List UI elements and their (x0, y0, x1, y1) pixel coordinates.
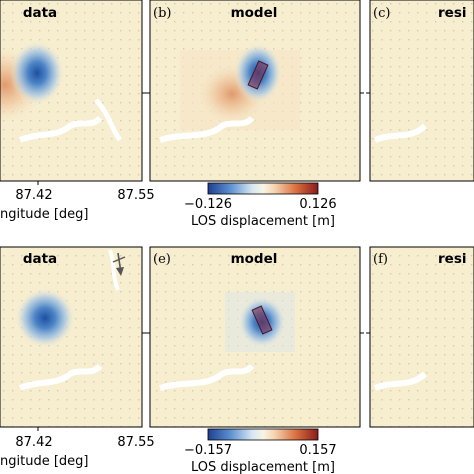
x-tick-label: 87.42 (15, 435, 52, 450)
river-gap (18, 115, 103, 143)
x-axis-label: ngitude [deg] (0, 207, 88, 222)
x-tick-label: 87.55 (117, 188, 154, 203)
panel-a (0, 0, 146, 185)
colorbar-2-label: LOS displacement [m] (191, 460, 335, 474)
colorbar-1-min: −0.126 (184, 197, 232, 212)
north-arrow-icon (112, 252, 126, 276)
panel-f-letter: (f) (373, 252, 388, 267)
colorbar-2 (207, 428, 319, 441)
x-tick-label: 87.55 (117, 435, 154, 450)
x-axis-label: ngitude [deg] (0, 454, 88, 469)
fault-patch (251, 305, 273, 335)
panel-b-title: model (231, 5, 278, 21)
colorbar-1 (207, 182, 319, 195)
panel-d-title: data (23, 251, 57, 267)
colorbar-1-label: LOS displacement [m] (191, 214, 335, 229)
panel-e-title: model (231, 251, 278, 267)
subsidence-lobe (10, 41, 64, 105)
colorbar-1-max: 0.126 (299, 197, 336, 212)
x-tick-label: 87.42 (15, 188, 52, 203)
panel-e (146, 246, 364, 428)
colorbar-2-min: −0.157 (184, 443, 232, 458)
panel-c-title: resi (438, 5, 466, 21)
panel-b (146, 0, 364, 182)
colorbar-2-max: 0.157 (299, 443, 336, 458)
panel-a-title: data (23, 5, 57, 21)
panel-f-title: resi (438, 251, 466, 267)
panel-b-letter: (b) (153, 6, 171, 21)
fault-patch (247, 60, 269, 90)
panel-c-letter: (c) (373, 6, 390, 21)
panel-c (366, 0, 474, 182)
panel-f (366, 246, 474, 428)
panel-e-letter: (e) (153, 252, 171, 267)
panel-d (0, 246, 146, 431)
